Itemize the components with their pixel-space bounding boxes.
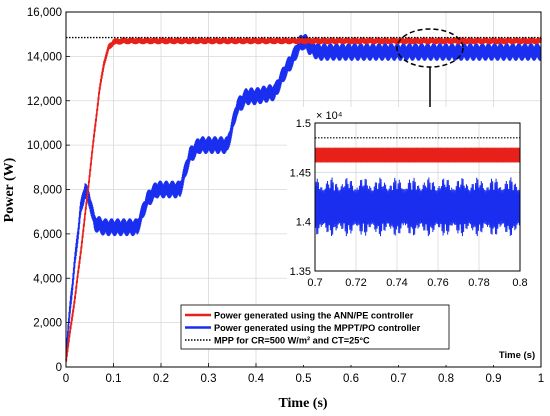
y-tick-label: 4,000	[33, 273, 62, 285]
inset-x-axis-title: Time (s)	[499, 350, 535, 361]
inset-multiplier: × 10⁴	[316, 110, 343, 122]
x-tick-label: 0.5	[296, 373, 312, 385]
legend: Power generated using the ANN/PE control…	[180, 304, 450, 350]
legend-label-mppt: Power generated using the MPPT/PO contro…	[214, 323, 421, 333]
y-tick-label: 16,000	[27, 7, 62, 19]
inset-series	[314, 137, 521, 237]
y-tick-label: 2,000	[33, 318, 62, 330]
inset-y-tick-label: 1.35	[290, 266, 311, 278]
x-tick-label: 1	[538, 373, 544, 385]
main-series	[65, 34, 542, 362]
x-tick-label: 0.6	[343, 373, 359, 385]
legend-label-mpp: MPP for CR=500 W/m² and CT=25°C	[214, 336, 370, 346]
inset-y-tick-label: 1.45	[290, 167, 311, 179]
inset-y-ticks: 1.35 1.4 1.45 1.5	[290, 118, 311, 278]
inset-x-tick-label: 0.7	[307, 277, 322, 289]
inset-x-tick-label: 0.78	[468, 277, 489, 289]
inset-x-tick-label: 0.72	[345, 277, 366, 289]
legend-box	[180, 304, 450, 350]
x-tick-label: 0.4	[248, 373, 265, 385]
y-tick-label: 6,000	[33, 229, 62, 241]
x-tick-label: 0.7	[391, 373, 407, 385]
inset-y-tick-label: 1.4	[296, 217, 311, 229]
x-tick-label: 0	[63, 373, 69, 385]
y-axis-title: Power (W)	[2, 157, 17, 222]
x-tick-label: 0.8	[438, 373, 454, 385]
y-tick-label: 0	[56, 362, 62, 374]
inset-x-tick-label: 0.74	[386, 277, 407, 289]
x-tick-label: 0.1	[106, 373, 122, 385]
y-tick-label: 12,000	[27, 96, 62, 108]
y-tick-label: 14,000	[27, 51, 62, 63]
series-mppt-po	[65, 34, 542, 362]
main-x-ticks: 0 0.1 0.2 0.3 0.4 0.5 0.6 0.7 0.8 0.9 1	[63, 363, 544, 385]
inset-series-ann-pe	[314, 147, 521, 163]
x-tick-label: 0.3	[201, 373, 217, 385]
x-tick-label: 0.9	[486, 373, 502, 385]
inset-series-mppt-po	[314, 177, 521, 237]
inset-x-tick-label: 0.8	[512, 277, 527, 289]
inset-y-tick-label: 1.5	[296, 118, 311, 130]
inset-frame	[314, 122, 521, 272]
x-axis-title: Time (s)	[278, 396, 327, 411]
y-tick-label: 8,000	[33, 185, 62, 197]
main-y-ticks: 0 2,000 4,000 6,000 8,000 10,000 12,000 14,000 1…	[27, 7, 70, 374]
inset-x-tick-label: 0.76	[427, 277, 448, 289]
y-tick-label: 10,000	[27, 140, 62, 152]
inset-x-ticks: 0.7 0.72 0.74 0.76 0.78 0.8	[307, 277, 527, 289]
legend-label-ann: Power generated using the ANN/PE control…	[214, 311, 414, 321]
x-tick-label: 0.2	[153, 373, 169, 385]
